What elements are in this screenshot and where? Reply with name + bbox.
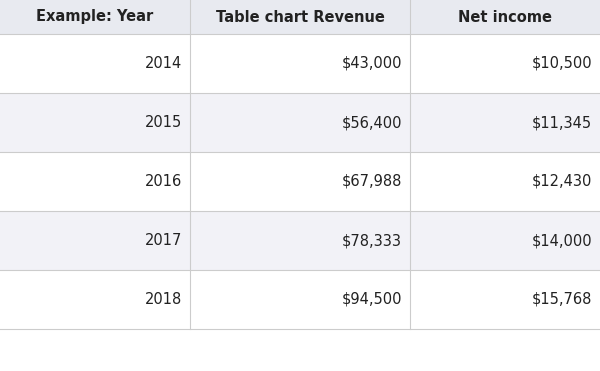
Bar	[410, 93, 600, 152]
Bar	[190, 0, 410, 34]
Bar	[190, 211, 410, 270]
Bar	[410, 152, 600, 211]
Text: $67,988: $67,988	[341, 174, 402, 189]
Bar	[410, 211, 600, 270]
Text: Table chart Revenue: Table chart Revenue	[215, 10, 385, 24]
Bar	[190, 270, 410, 329]
Text: $78,333: $78,333	[342, 233, 402, 248]
Bar	[190, 152, 410, 211]
Text: $10,500: $10,500	[532, 56, 592, 71]
Bar	[190, 34, 410, 93]
Bar	[410, 34, 600, 93]
Bar	[0, 93, 190, 152]
Text: $12,430: $12,430	[532, 174, 592, 189]
Text: $56,400: $56,400	[341, 115, 402, 130]
Bar	[0, 0, 190, 34]
Bar	[190, 93, 410, 152]
Text: $43,000: $43,000	[341, 56, 402, 71]
Bar	[0, 34, 190, 93]
Bar	[410, 270, 600, 329]
Text: $94,500: $94,500	[341, 292, 402, 307]
Text: Example: Year: Example: Year	[37, 10, 154, 24]
Text: 2016: 2016	[145, 174, 182, 189]
Text: Net income: Net income	[458, 10, 552, 24]
Text: 2017: 2017	[145, 233, 182, 248]
Text: $11,345: $11,345	[532, 115, 592, 130]
Text: $15,768: $15,768	[532, 292, 592, 307]
Text: $14,000: $14,000	[532, 233, 592, 248]
Bar	[0, 270, 190, 329]
Text: 2015: 2015	[145, 115, 182, 130]
Bar	[0, 152, 190, 211]
Bar	[410, 0, 600, 34]
Text: 2018: 2018	[145, 292, 182, 307]
Bar	[0, 211, 190, 270]
Text: 2014: 2014	[145, 56, 182, 71]
